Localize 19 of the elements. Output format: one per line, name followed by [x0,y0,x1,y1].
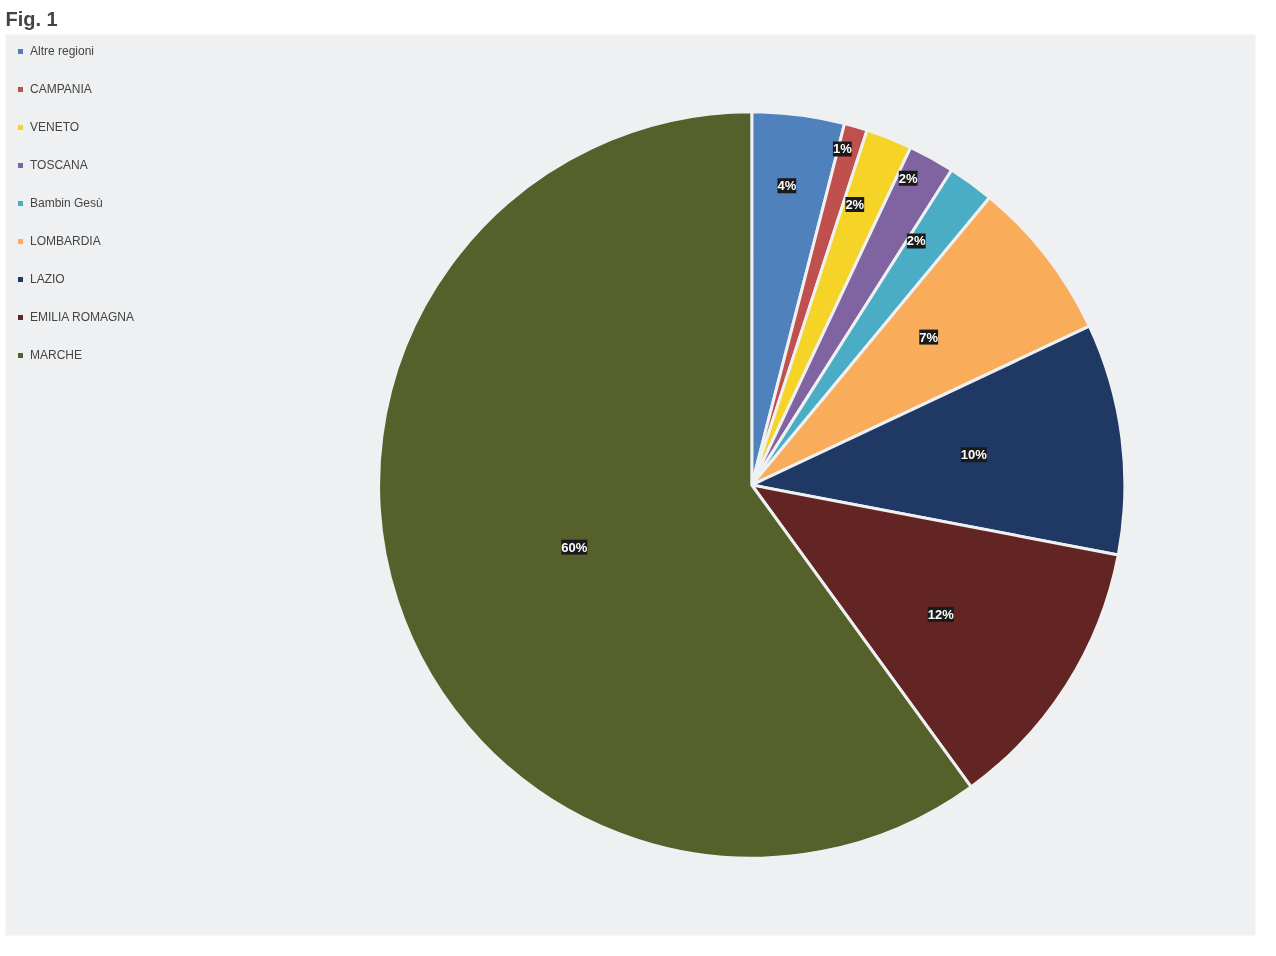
legend-label: MARCHE [30,348,83,362]
legend-label: Bambin Gesù [30,196,103,210]
legend-label: CAMPANIA [30,82,92,96]
legend-label: VENETO [30,120,80,134]
data-label: 2% [845,197,865,213]
data-label: 1% [832,141,853,157]
data-label: 10% [960,447,988,463]
legend-label: LAZIO [30,272,65,286]
data-label: 2% [906,233,927,249]
data-label: 7% [919,329,939,345]
legend-label: EMILIA ROMAGNA [30,310,135,324]
legend-label: Altre regioni [30,44,95,58]
chart-title: Fig. 1 [5,7,58,30]
legend-label: TOSCANA [30,158,88,172]
data-label: 2% [898,170,918,186]
data-label: 12% [927,606,955,622]
data-label: 60% [561,539,588,555]
legend-label: LOMBARDIA [30,234,101,248]
data-label: 4% [777,178,797,194]
